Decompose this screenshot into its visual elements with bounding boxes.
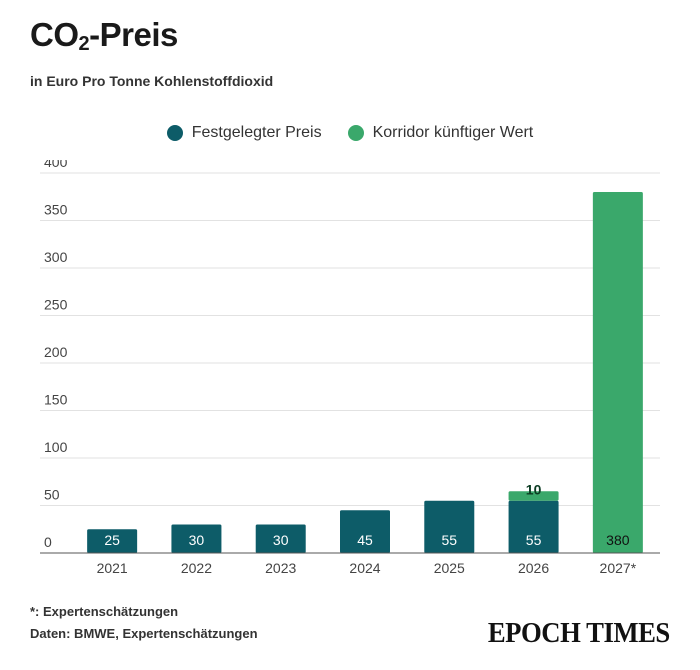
bar-corridor xyxy=(508,491,559,501)
brand-logo: EPOCH TIMES xyxy=(488,617,670,649)
legend-label-corridor: Korridor künftiger Wert xyxy=(372,124,534,141)
y-tick-label: 150 xyxy=(44,392,68,408)
bar-chart: 0 50 100 150 200 250 300 350 400 2021 2022 2023 2024… xyxy=(40,160,660,576)
data-label: 30 xyxy=(189,532,205,548)
data-label: 55 xyxy=(526,532,542,548)
data-label: 380 xyxy=(606,532,630,548)
x-tick-label: 2026 xyxy=(518,560,549,576)
chart-legend: Festgelegter Preis Korridor künftiger We… xyxy=(0,124,700,142)
y-tick-label: 100 xyxy=(44,439,68,455)
title-suffix: -Preis xyxy=(89,16,178,53)
x-tick-label: 2024 xyxy=(349,560,380,576)
data-label: 10 xyxy=(526,481,542,497)
x-tick-label: 2021 xyxy=(97,560,128,576)
legend-swatch-fixed-price xyxy=(166,125,183,141)
bar-fixed-price xyxy=(87,529,138,553)
x-tick-label: 2022 xyxy=(181,560,212,576)
bar-fixed-price xyxy=(255,524,306,553)
y-tick-label: 50 xyxy=(44,487,60,503)
title-prefix: CO xyxy=(30,16,79,53)
source-note: Daten: BMWE, Expertenschätzungen xyxy=(30,626,258,641)
data-label: 30 xyxy=(273,532,289,548)
legend-item-fixed-price: Festgelegter Preis xyxy=(166,124,322,142)
x-tick-label: 2027* xyxy=(600,560,637,576)
x-tick-label: 2023 xyxy=(265,560,296,576)
bar-fixed-price xyxy=(340,510,390,553)
page-title: CO2-Preis xyxy=(30,16,178,56)
title-subscript: 2 xyxy=(78,33,90,55)
footnote: *: Expertenschätzungen xyxy=(30,604,179,619)
y-tick-label: 250 xyxy=(44,297,68,313)
bar-fixed-price xyxy=(171,524,222,553)
bar-fixed-price xyxy=(424,500,475,553)
y-tick-label: 350 xyxy=(44,202,68,218)
y-tick-label: 400 xyxy=(44,160,68,170)
y-tick-label: 300 xyxy=(44,249,68,265)
data-label: 25 xyxy=(104,532,120,548)
data-label: 55 xyxy=(441,532,457,548)
legend-swatch-corridor xyxy=(347,125,364,141)
chart-subtitle: in Euro Pro Tonne Kohlenstoffdioxid xyxy=(30,73,274,89)
bar-corridor xyxy=(592,192,643,553)
legend-label-fixed-price: Festgelegter Preis xyxy=(191,124,322,141)
y-tick-label: 200 xyxy=(44,344,68,360)
y-tick-label: 0 xyxy=(44,534,52,550)
legend-item-corridor: Korridor künftiger Wert xyxy=(347,124,534,142)
bar-fixed-price xyxy=(508,500,559,553)
x-tick-label: 2025 xyxy=(434,560,465,576)
data-label: 45 xyxy=(357,532,373,548)
